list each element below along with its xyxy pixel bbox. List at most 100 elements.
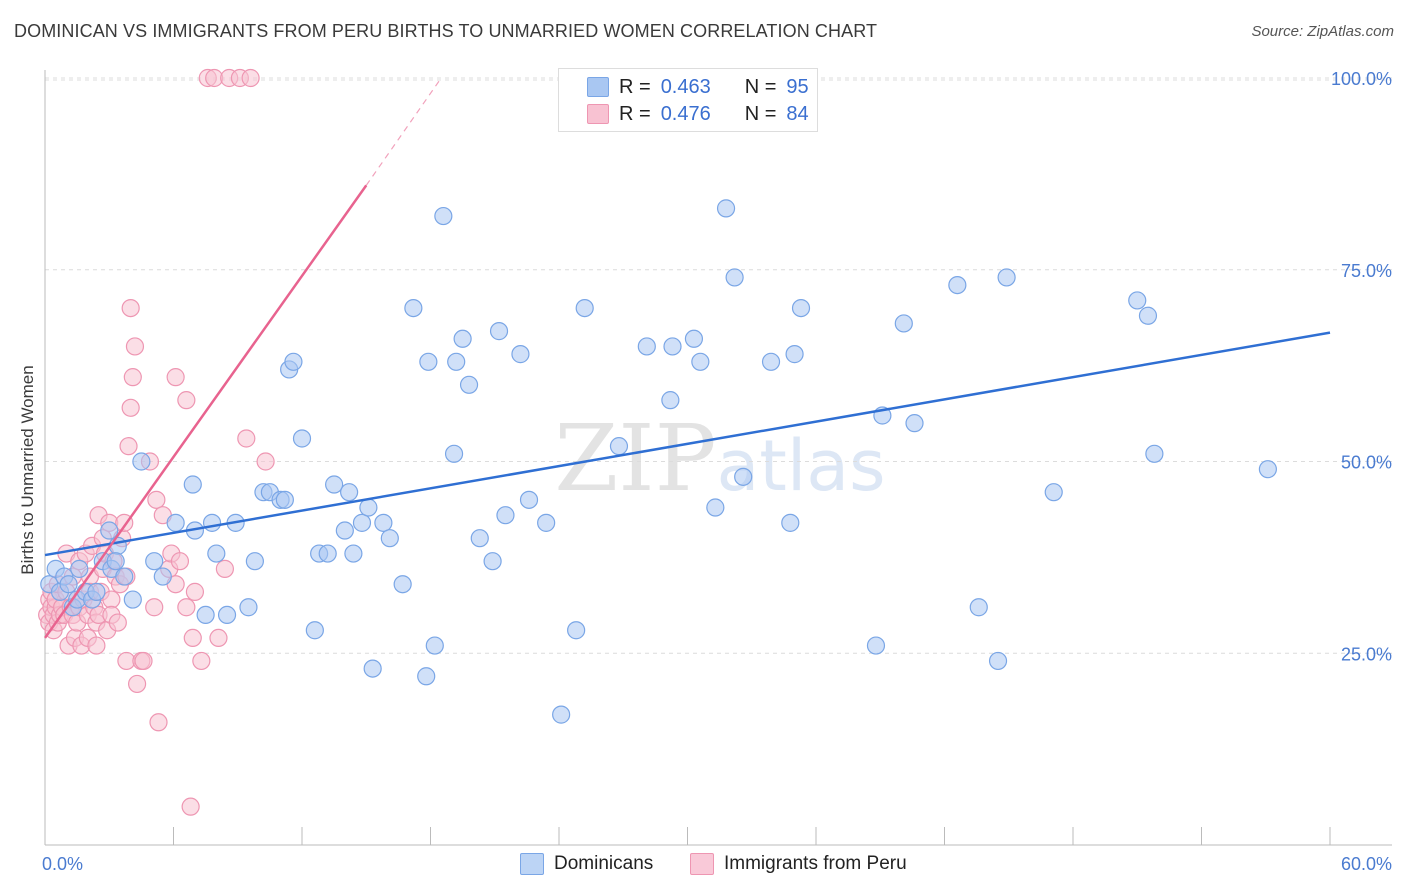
point-peru bbox=[192, 651, 211, 671]
point-peru bbox=[237, 429, 256, 448]
point-dominicans bbox=[716, 199, 736, 218]
point-dominicans bbox=[335, 521, 354, 540]
source-label: Source: ZipAtlas.com bbox=[1251, 23, 1394, 40]
y-tick-label-25: 25.0% bbox=[1341, 644, 1392, 664]
point-peru bbox=[134, 651, 153, 671]
point-dominicans bbox=[305, 621, 324, 640]
point-dominicans bbox=[866, 636, 886, 655]
legend-swatch-dominicans bbox=[587, 77, 609, 97]
point-dominicans bbox=[166, 513, 185, 532]
legend-n-label: N = bbox=[744, 75, 777, 98]
point-peru bbox=[87, 636, 106, 655]
point-dominicans bbox=[691, 352, 710, 371]
point-peru bbox=[209, 628, 228, 648]
point-dominicans bbox=[115, 567, 134, 586]
point-dominicans bbox=[1145, 444, 1164, 463]
point-dominicans bbox=[567, 621, 586, 640]
point-dominicans bbox=[537, 513, 556, 532]
point-dominicans bbox=[791, 299, 811, 318]
x-tick-label-max: 60.0% bbox=[1341, 854, 1392, 874]
legend-r-label-2: R = bbox=[619, 102, 651, 125]
point-dominicans bbox=[145, 552, 164, 571]
point-dominicans bbox=[196, 605, 215, 625]
point-dominicans bbox=[217, 605, 237, 625]
gridlines bbox=[45, 77, 1392, 654]
legend-n-value-dominicans: 95 bbox=[786, 75, 809, 98]
point-dominicans bbox=[552, 705, 571, 724]
correlation-legend: R = 0.463 N = 95 R = 0.476 N = 84 bbox=[558, 68, 818, 132]
point-peru bbox=[147, 490, 166, 509]
point-dominicans bbox=[70, 559, 89, 578]
point-peru bbox=[108, 613, 127, 632]
point-dominicans bbox=[988, 651, 1008, 671]
y-tick-label-50: 50.0% bbox=[1341, 453, 1392, 473]
trend-lines bbox=[43, 77, 1331, 639]
point-dominicans bbox=[470, 529, 489, 548]
point-dominicans bbox=[325, 475, 344, 494]
point-dominicans bbox=[969, 598, 988, 617]
point-dominicans bbox=[417, 667, 436, 686]
point-dominicans bbox=[292, 429, 312, 448]
point-peru bbox=[215, 559, 234, 578]
point-dominicans bbox=[245, 552, 264, 571]
point-dominicans bbox=[100, 521, 119, 540]
point-dominicans bbox=[1128, 291, 1147, 310]
tick-labels: 25.0% 50.0% 75.0% 100.0% 0.0% 60.0% bbox=[42, 69, 1392, 874]
point-dominicans bbox=[393, 575, 412, 594]
point-peru bbox=[185, 582, 205, 601]
legend-r-value-dominicans: 0.463 bbox=[660, 75, 711, 98]
point-dominicans bbox=[153, 567, 172, 586]
point-dominicans bbox=[637, 337, 656, 356]
point-dominicans bbox=[894, 314, 913, 333]
legend-r-value-peru: 0.476 bbox=[660, 102, 711, 125]
point-peru bbox=[183, 628, 202, 648]
point-peru bbox=[121, 299, 140, 318]
point-peru bbox=[177, 598, 196, 617]
axes bbox=[44, 70, 1392, 846]
point-dominicans bbox=[761, 352, 781, 371]
trend-line-dominicans bbox=[44, 331, 1331, 557]
point-dominicans bbox=[419, 352, 438, 371]
bottom-legend-swatch-dominicans bbox=[520, 853, 544, 875]
y-tick-label-100: 100.0% bbox=[1331, 69, 1392, 89]
point-peru bbox=[181, 797, 200, 816]
legend-swatch-peru bbox=[587, 104, 609, 124]
point-dominicans bbox=[575, 299, 594, 318]
bottom-legend-peru: Immigrants from Peru bbox=[690, 851, 907, 877]
point-dominicans bbox=[404, 299, 423, 318]
point-dominicans bbox=[483, 552, 502, 571]
point-dominicans bbox=[284, 352, 303, 371]
bottom-legend-label-peru: Immigrants from Peru bbox=[724, 853, 907, 874]
point-dominicans bbox=[684, 329, 704, 348]
point-peru bbox=[256, 452, 275, 471]
legend-row-peru: R = 0.476 N = 84 bbox=[587, 101, 809, 127]
point-dominicans bbox=[425, 636, 444, 655]
point-dominicans bbox=[661, 391, 680, 410]
bottom-legend-swatch-peru bbox=[690, 853, 714, 875]
legend-n-value-peru: 84 bbox=[786, 102, 809, 125]
point-dominicans bbox=[275, 490, 294, 509]
chart-title: DOMINICAN VS IMMIGRANTS FROM PERU BIRTHS… bbox=[14, 21, 878, 41]
point-dominicans bbox=[444, 444, 464, 463]
point-peru bbox=[102, 590, 121, 609]
series-immigrants-from-peru bbox=[38, 68, 275, 816]
point-dominicans bbox=[239, 598, 258, 617]
point-peru bbox=[166, 368, 185, 387]
point-dominicans bbox=[1258, 460, 1277, 479]
point-dominicans bbox=[1138, 306, 1158, 325]
point-peru bbox=[127, 674, 147, 694]
point-peru bbox=[123, 368, 142, 387]
point-dominicans bbox=[359, 498, 378, 517]
trend-line-peru-extension bbox=[365, 77, 442, 186]
point-peru bbox=[149, 713, 168, 732]
y-tick-label-75: 75.0% bbox=[1341, 261, 1392, 281]
point-dominicans bbox=[781, 513, 800, 532]
point-dominicans bbox=[459, 375, 479, 394]
point-dominicans bbox=[207, 544, 226, 563]
point-dominicans bbox=[318, 544, 337, 563]
point-dominicans bbox=[453, 329, 472, 348]
point-dominicans bbox=[363, 659, 382, 678]
point-dominicans bbox=[132, 452, 151, 471]
point-dominicans bbox=[706, 498, 725, 517]
point-dominicans bbox=[1044, 483, 1063, 502]
